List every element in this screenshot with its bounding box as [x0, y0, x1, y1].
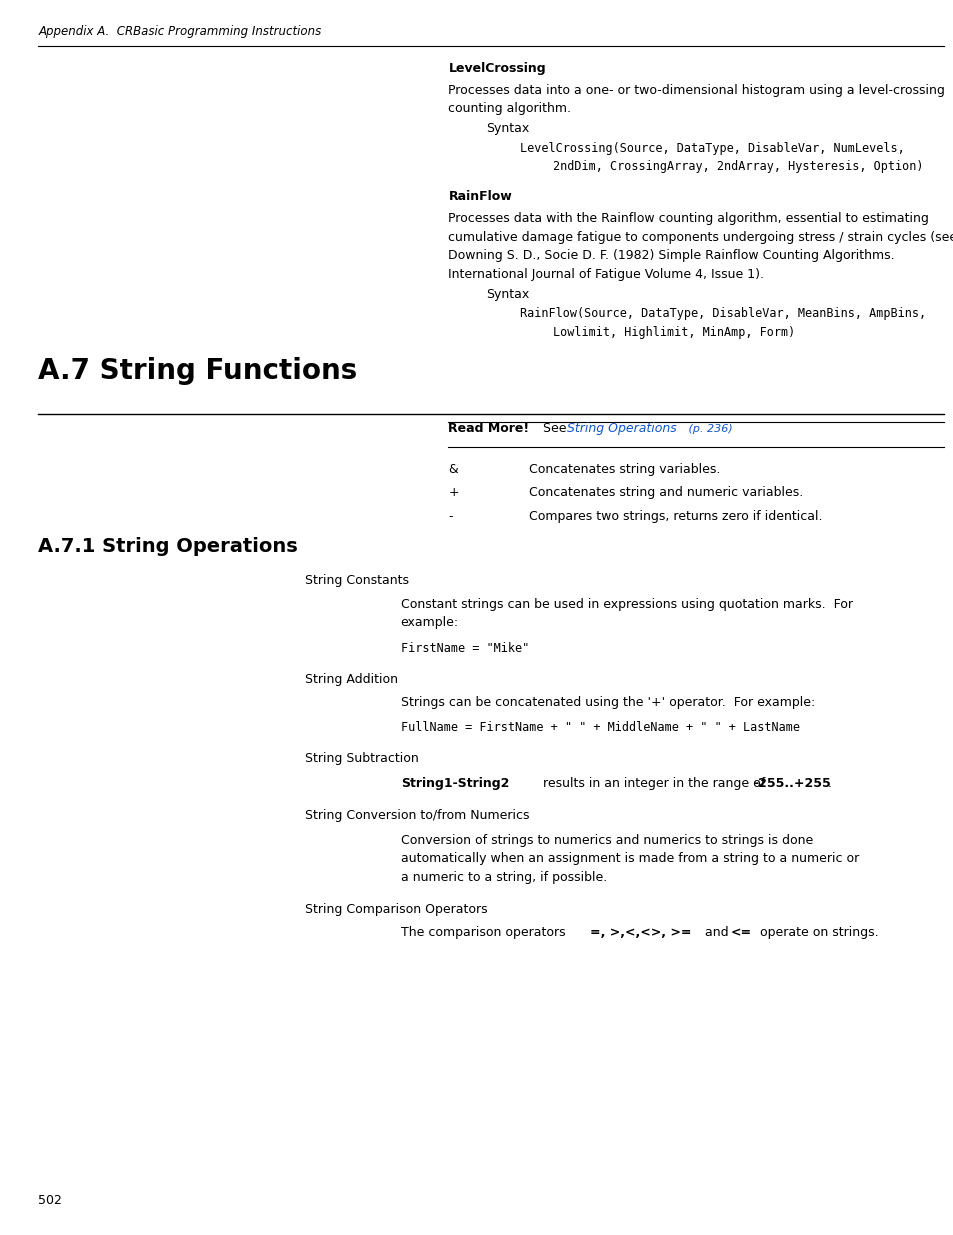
Text: -: -	[448, 510, 453, 522]
Text: Constant strings can be used in expressions using quotation marks.  For: Constant strings can be used in expressi…	[400, 598, 852, 610]
Text: Syntax: Syntax	[486, 288, 529, 300]
Text: Concatenates string variables.: Concatenates string variables.	[529, 463, 720, 475]
Text: Appendix A.  CRBasic Programming Instructions: Appendix A. CRBasic Programming Instruct…	[38, 25, 321, 37]
Text: results in an integer in the range of: results in an integer in the range of	[538, 777, 768, 789]
Text: LevelCrossing: LevelCrossing	[448, 62, 545, 74]
Text: A.7.1 String Operations: A.7.1 String Operations	[38, 537, 297, 556]
Text: Conversion of strings to numerics and numerics to strings is done: Conversion of strings to numerics and nu…	[400, 834, 812, 846]
Text: Downing S. D., Socie D. F. (1982) Simple Rainflow Counting Algorithms.: Downing S. D., Socie D. F. (1982) Simple…	[448, 249, 894, 262]
Text: International Journal of Fatigue Volume 4, Issue 1).: International Journal of Fatigue Volume …	[448, 268, 763, 280]
Text: example:: example:	[400, 616, 458, 629]
Text: +: +	[448, 487, 458, 499]
Text: String Conversion to/from Numerics: String Conversion to/from Numerics	[305, 809, 529, 821]
Text: String Subtraction: String Subtraction	[305, 752, 418, 764]
Text: String Comparison Operators: String Comparison Operators	[305, 903, 487, 915]
Text: automatically when an assignment is made from a string to a numeric or: automatically when an assignment is made…	[400, 852, 858, 864]
Text: Concatenates string and numeric variables.: Concatenates string and numeric variable…	[529, 487, 802, 499]
Text: <=: <=	[730, 926, 751, 939]
Text: and: and	[700, 926, 732, 939]
Text: -255..+255: -255..+255	[753, 777, 830, 789]
Text: String Constants: String Constants	[305, 574, 409, 587]
Text: &: &	[448, 463, 457, 475]
Text: FullName = FirstName + " " + MiddleName + " " + LastName: FullName = FirstName + " " + MiddleName …	[400, 721, 799, 734]
Text: Compares two strings, returns zero if identical.: Compares two strings, returns zero if id…	[529, 510, 822, 522]
Text: String Operations: String Operations	[566, 422, 676, 435]
Text: Strings can be concatenated using the '+' operator.  For example:: Strings can be concatenated using the '+…	[400, 697, 814, 709]
Text: cumulative damage fatigue to components undergoing stress / strain cycles (see: cumulative damage fatigue to components …	[448, 231, 953, 243]
Text: String1-String2: String1-String2	[400, 777, 509, 789]
Text: operate on strings.: operate on strings.	[755, 926, 878, 939]
Text: Read More!: Read More!	[448, 422, 529, 435]
Text: Syntax: Syntax	[486, 122, 529, 135]
Text: Processes data into a one- or two-dimensional histogram using a level-crossing: Processes data into a one- or two-dimens…	[448, 84, 944, 96]
Text: .: .	[827, 777, 831, 789]
Text: FirstName = "Mike": FirstName = "Mike"	[400, 642, 528, 655]
Text: See: See	[538, 422, 570, 435]
Text: (p. 236): (p. 236)	[684, 425, 732, 435]
Text: 2ndDim, CrossingArray, 2ndArray, Hysteresis, Option): 2ndDim, CrossingArray, 2ndArray, Hystere…	[553, 161, 923, 173]
Text: A.7 String Functions: A.7 String Functions	[38, 357, 357, 385]
Text: Lowlimit, Highlimit, MinAmp, Form): Lowlimit, Highlimit, MinAmp, Form)	[553, 326, 795, 338]
Text: LevelCrossing(Source, DataType, DisableVar, NumLevels,: LevelCrossing(Source, DataType, DisableV…	[519, 142, 903, 154]
Text: =, >,<,<>, >=: =, >,<,<>, >=	[589, 926, 690, 939]
Text: a numeric to a string, if possible.: a numeric to a string, if possible.	[400, 871, 606, 883]
Text: 502: 502	[38, 1194, 62, 1207]
Text: counting algorithm.: counting algorithm.	[448, 103, 571, 115]
Text: RainFlow(Source, DataType, DisableVar, MeanBins, AmpBins,: RainFlow(Source, DataType, DisableVar, M…	[519, 308, 925, 320]
Text: Processes data with the Rainflow counting algorithm, essential to estimating: Processes data with the Rainflow countin…	[448, 212, 928, 225]
Text: String Addition: String Addition	[305, 673, 397, 685]
Text: RainFlow: RainFlow	[448, 190, 512, 203]
Text: The comparison operators: The comparison operators	[400, 926, 569, 939]
